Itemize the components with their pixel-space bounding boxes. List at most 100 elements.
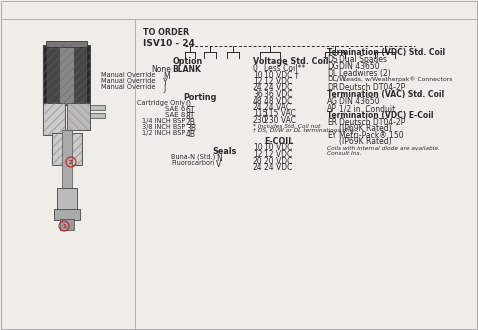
Text: AP: AP xyxy=(327,104,337,113)
Bar xyxy=(62,130,72,190)
Text: J: J xyxy=(163,84,165,93)
Text: Deutsch DT04-2P: Deutsch DT04-2P xyxy=(339,118,405,127)
Text: 12: 12 xyxy=(253,150,262,159)
Text: Metri-Pack® 150: Metri-Pack® 150 xyxy=(339,131,403,140)
Bar xyxy=(47,48,86,102)
Bar xyxy=(67,103,90,130)
Text: 48: 48 xyxy=(253,96,262,106)
Text: 8T: 8T xyxy=(186,112,196,121)
Text: 10 VDC: 10 VDC xyxy=(264,144,293,152)
Text: 0: 0 xyxy=(186,100,191,109)
Text: 3B: 3B xyxy=(186,124,196,133)
Text: 12 VDC: 12 VDC xyxy=(264,150,292,159)
Text: N: N xyxy=(216,154,222,163)
Text: 0: 0 xyxy=(253,64,258,73)
Text: DIN 43650: DIN 43650 xyxy=(339,62,380,71)
Text: † DS, DI/W or DL terminations only.: † DS, DI/W or DL terminations only. xyxy=(253,128,356,133)
Text: SAE 6: SAE 6 xyxy=(164,106,185,112)
Text: 24: 24 xyxy=(253,103,262,112)
Text: DL: DL xyxy=(327,69,337,78)
Text: 12 VDC: 12 VDC xyxy=(264,77,292,86)
Text: M: M xyxy=(163,72,170,81)
Text: None: None xyxy=(151,65,171,74)
Text: 1/4 INCH BSP: 1/4 INCH BSP xyxy=(142,118,185,124)
Text: DL/W: DL/W xyxy=(327,76,346,82)
Text: Manual Override: Manual Override xyxy=(101,78,155,84)
Text: 1: 1 xyxy=(62,223,66,228)
Text: 24 VAC: 24 VAC xyxy=(264,103,291,112)
Text: ER: ER xyxy=(327,118,337,127)
Text: Cartridge Only: Cartridge Only xyxy=(137,100,185,106)
Text: E-COIL: E-COIL xyxy=(264,137,293,146)
Text: 36: 36 xyxy=(253,90,263,99)
Text: 2: 2 xyxy=(69,159,73,164)
Bar xyxy=(43,45,90,105)
Bar xyxy=(90,113,105,118)
Text: (IP69K Rated): (IP69K Rated) xyxy=(339,137,391,146)
Text: 1/2 INCH BSP: 1/2 INCH BSP xyxy=(142,130,185,136)
Text: BLANK: BLANK xyxy=(172,65,201,74)
Text: 230: 230 xyxy=(253,116,268,125)
Text: 115 VAC: 115 VAC xyxy=(264,110,296,118)
Text: Leads, w/Weatherpak® Connectors: Leads, w/Weatherpak® Connectors xyxy=(343,76,452,82)
Text: Fluorocarbon: Fluorocarbon xyxy=(172,160,215,166)
Text: Termination (VAC) Std. Coil: Termination (VAC) Std. Coil xyxy=(327,90,444,99)
Text: Deutsch DT04-2P: Deutsch DT04-2P xyxy=(339,83,405,92)
Text: 20: 20 xyxy=(253,156,262,166)
Text: AG: AG xyxy=(327,97,338,106)
Text: Manual Override: Manual Override xyxy=(101,72,155,78)
Text: ISV10 - 24: ISV10 - 24 xyxy=(143,39,195,48)
Text: DG: DG xyxy=(327,62,339,71)
Text: 115: 115 xyxy=(253,110,267,118)
Text: 20 VDC: 20 VDC xyxy=(264,156,293,166)
Text: Less Coil**: Less Coil** xyxy=(264,64,305,73)
Text: 10: 10 xyxy=(253,71,262,80)
Text: 12: 12 xyxy=(253,77,262,86)
Bar xyxy=(60,219,74,230)
Bar xyxy=(2,20,134,328)
Text: 6T: 6T xyxy=(186,106,196,115)
Text: 2B: 2B xyxy=(186,118,196,127)
Text: 4B: 4B xyxy=(186,130,196,139)
Bar xyxy=(90,105,105,110)
Bar xyxy=(46,41,87,47)
Bar xyxy=(52,133,82,165)
Bar xyxy=(57,188,77,210)
Text: Manual Override: Manual Override xyxy=(101,84,155,90)
Text: 1/2 in. Conduit: 1/2 in. Conduit xyxy=(339,104,395,113)
Text: 10: 10 xyxy=(253,144,262,152)
Text: * Includes Std. Coil nut: * Includes Std. Coil nut xyxy=(253,123,320,128)
Text: Seals: Seals xyxy=(213,147,237,156)
Bar xyxy=(60,45,74,105)
Text: Consult Ins.: Consult Ins. xyxy=(327,151,361,156)
Text: 230 VAC: 230 VAC xyxy=(264,116,296,125)
Text: 24 VDC: 24 VDC xyxy=(264,163,293,172)
Text: Option: Option xyxy=(173,57,203,66)
Text: DR: DR xyxy=(327,83,338,92)
Text: Voltage Std. Coil: Voltage Std. Coil xyxy=(253,57,328,66)
Text: Porting: Porting xyxy=(183,93,217,102)
Text: 3/8 INCH BSP: 3/8 INCH BSP xyxy=(142,124,185,130)
Text: 48 VDC: 48 VDC xyxy=(264,96,293,106)
Text: 10 VDC †: 10 VDC † xyxy=(264,71,299,80)
Text: V: V xyxy=(216,160,221,169)
Text: 24: 24 xyxy=(253,163,262,172)
Text: 36 VDC: 36 VDC xyxy=(264,90,293,99)
Text: Y: Y xyxy=(163,78,168,87)
Text: 24 VDC: 24 VDC xyxy=(264,83,293,92)
Text: Termination (VDC) Std. Coil: Termination (VDC) Std. Coil xyxy=(327,48,445,57)
Text: DIN 43650: DIN 43650 xyxy=(339,97,380,106)
Bar xyxy=(43,103,65,135)
Bar xyxy=(54,209,80,220)
Text: Buna-N (Std.): Buna-N (Std.) xyxy=(171,154,215,160)
Text: Dual Spades: Dual Spades xyxy=(339,55,387,64)
Text: 24: 24 xyxy=(253,83,262,92)
Text: Leadwires (2): Leadwires (2) xyxy=(339,69,391,78)
Text: Coils with internal diode are available.: Coils with internal diode are available. xyxy=(327,146,440,151)
Text: SAE 8: SAE 8 xyxy=(164,112,185,118)
Text: TO ORDER: TO ORDER xyxy=(143,28,189,37)
Text: Termination (VDC) E-Coil: Termination (VDC) E-Coil xyxy=(327,111,434,120)
Text: (IP69K Rated): (IP69K Rated) xyxy=(339,124,391,133)
Text: EY: EY xyxy=(327,131,337,140)
Text: DS: DS xyxy=(327,55,337,64)
